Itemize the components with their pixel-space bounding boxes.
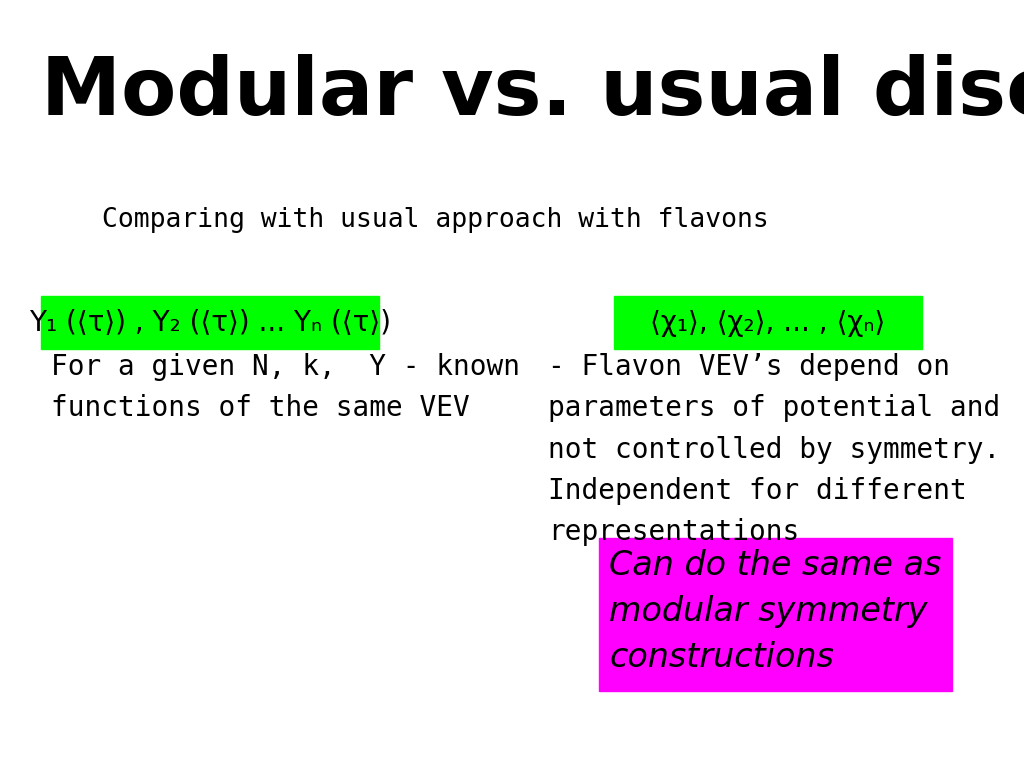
Text: ⟨χ₁⟩, ⟨χ₂⟩, ... , ⟨χₙ⟩: ⟨χ₁⟩, ⟨χ₂⟩, ... , ⟨χₙ⟩ [650,309,886,336]
Text: - Flavon VEV’s depend on
parameters of potential and
not controlled by symmetry.: - Flavon VEV’s depend on parameters of p… [548,353,1000,546]
Text: Modular vs. usual discrete symmetries: Modular vs. usual discrete symmetries [41,54,1024,132]
FancyBboxPatch shape [41,296,379,349]
Text: Y₁ (⟨τ⟩) , Y₂ (⟨τ⟩) ... Yₙ (⟨τ⟩): Y₁ (⟨τ⟩) , Y₂ (⟨τ⟩) ... Yₙ (⟨τ⟩) [29,309,391,336]
Text: Can do the same as
modular symmetry
constructions: Can do the same as modular symmetry cons… [609,549,942,674]
Text: For a given N, k,  Y - known
functions of the same VEV: For a given N, k, Y - known functions of… [51,353,520,422]
FancyBboxPatch shape [614,296,922,349]
FancyBboxPatch shape [599,538,952,691]
Text: Comparing with usual approach with flavons: Comparing with usual approach with flavo… [102,207,769,233]
